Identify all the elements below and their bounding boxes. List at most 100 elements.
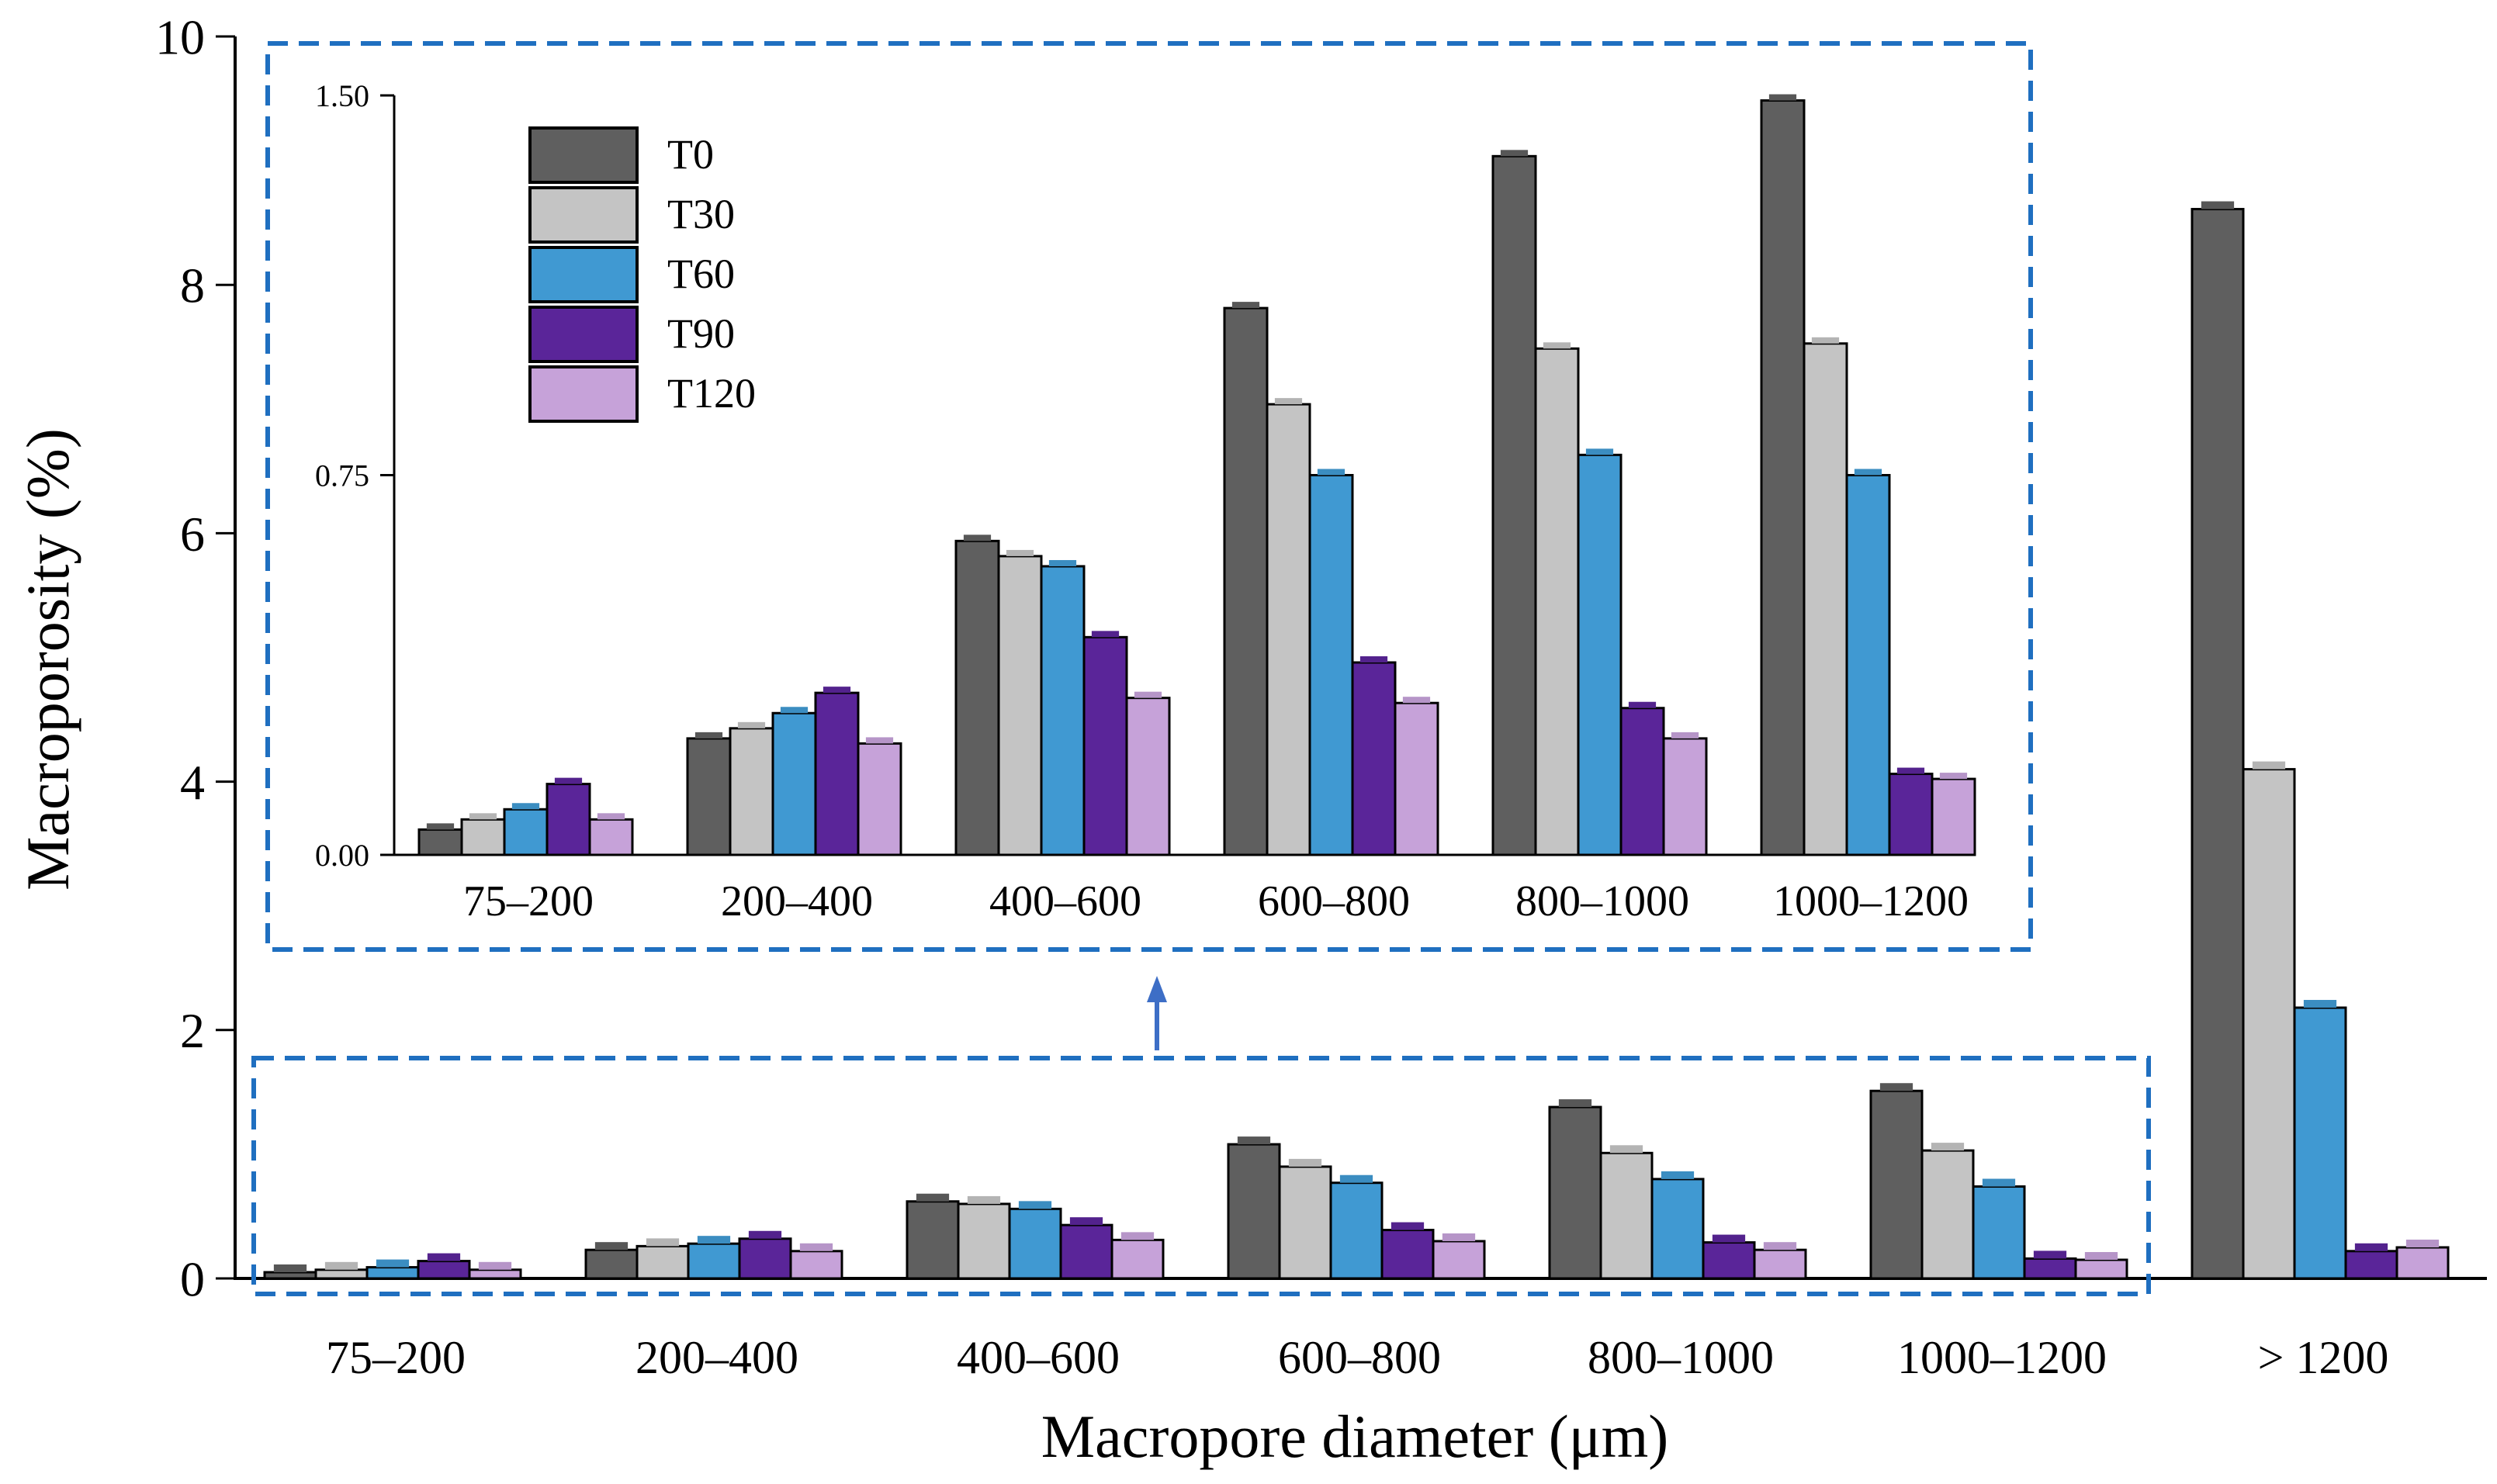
main-y-ticks: 0 2 4 6 8 10 bbox=[155, 9, 235, 1306]
main-bar-T30-5 bbox=[1920, 1149, 1975, 1280]
main-bar-T90-2 bbox=[1059, 1223, 1113, 1280]
inset-bars bbox=[417, 94, 1976, 856]
main-bar-T30-3 bbox=[1278, 1165, 1332, 1280]
main-error-cap-T0-0 bbox=[273, 1264, 307, 1272]
inset-error-cap-T30-4 bbox=[1543, 342, 1571, 349]
inset-x-tick-labels: 75–200 200–400 400–600 600–800 800–1000 1000–… bbox=[463, 877, 1969, 925]
main-bar-T120-5 bbox=[2074, 1258, 2128, 1280]
main-error-cap-T120-6 bbox=[2405, 1239, 2440, 1247]
y-axis-title: Macroporosity (%) bbox=[14, 428, 81, 891]
inset-bar-T90-2 bbox=[1082, 635, 1128, 856]
inset-bar-T0-5 bbox=[1760, 99, 1806, 856]
main-bar-T30-6 bbox=[2242, 768, 2296, 1280]
inset-bar-T90-0 bbox=[545, 783, 591, 856]
main-x-tick-label: 200–400 bbox=[636, 1332, 798, 1383]
main-error-cap-T60-3 bbox=[1339, 1174, 1373, 1183]
inset-panel: 0.00 0.75 1.50 75–200 200–400 400–600 600–800… bbox=[265, 41, 2033, 952]
main-bar-T90-1 bbox=[738, 1237, 792, 1280]
inset-bar-T0-1 bbox=[686, 737, 732, 856]
legend-swatch-T60 bbox=[528, 246, 639, 303]
inset-error-cap-T120-5 bbox=[1939, 773, 1968, 780]
legend-swatch-T30 bbox=[528, 186, 639, 244]
main-bar-T120-0 bbox=[468, 1268, 522, 1280]
main-error-cap-T0-2 bbox=[916, 1193, 950, 1202]
inset-bar-T90-3 bbox=[1351, 661, 1397, 856]
inset-bar-T0-2 bbox=[954, 539, 1000, 856]
inset-error-cap-T30-0 bbox=[469, 813, 497, 820]
main-x-tick-label: 600–800 bbox=[1278, 1332, 1441, 1383]
main-bar-T0-1 bbox=[584, 1248, 639, 1280]
inset-bar-T120-4 bbox=[1662, 737, 1708, 856]
inset-bar-T0-4 bbox=[1491, 154, 1537, 856]
inset-error-cap-T30-2 bbox=[1006, 549, 1034, 556]
inset-x-tick-label: 400–600 bbox=[989, 877, 1141, 925]
main-error-cap-T60-2 bbox=[1018, 1201, 1052, 1209]
main-y-tick-label: 10 bbox=[155, 9, 205, 64]
legend-swatch-T120 bbox=[528, 365, 639, 423]
main-error-cap-T30-4 bbox=[1609, 1145, 1643, 1154]
main-x-tick-labels: 75–200 200–400 400–600 600–800 800–1000 1000–… bbox=[326, 1332, 2388, 1383]
inset-error-cap-T0-0 bbox=[426, 823, 455, 830]
inset-error-cap-T120-0 bbox=[597, 813, 625, 820]
main-bar-T0-3 bbox=[1227, 1143, 1281, 1280]
main-bar-T60-1 bbox=[687, 1242, 741, 1280]
main-error-cap-T30-2 bbox=[967, 1195, 1001, 1204]
main-bar-T120-2 bbox=[1110, 1238, 1165, 1280]
main-bar-T30-0 bbox=[314, 1268, 369, 1280]
inset-error-cap-T30-1 bbox=[737, 721, 766, 728]
main-y-tick-label: 0 bbox=[180, 1251, 205, 1306]
inset-error-cap-T120-2 bbox=[1134, 691, 1162, 698]
inset-bar-T60-4 bbox=[1577, 453, 1623, 856]
main-x-tick-label: 400–600 bbox=[957, 1332, 1120, 1383]
main-error-cap-T120-4 bbox=[1763, 1242, 1797, 1251]
inset-bar-T30-0 bbox=[460, 818, 506, 856]
inset-error-cap-T60-1 bbox=[780, 707, 809, 714]
inset-error-cap-T90-2 bbox=[1091, 631, 1120, 638]
inset-error-cap-T60-5 bbox=[1854, 469, 1882, 476]
inset-bar-T60-0 bbox=[503, 808, 549, 856]
inset-x-tick-label: 1000–1200 bbox=[1773, 877, 1969, 925]
inset-bar-T120-3 bbox=[1394, 701, 1439, 856]
inset-error-cap-T60-4 bbox=[1585, 448, 1614, 455]
inset-bar-T120-1 bbox=[857, 742, 902, 856]
inset-error-cap-T120-3 bbox=[1402, 697, 1431, 704]
main-bar-T30-2 bbox=[957, 1202, 1011, 1280]
main-error-cap-T90-6 bbox=[2354, 1243, 2388, 1251]
inset-error-cap-T0-4 bbox=[1500, 150, 1529, 157]
inset-error-cap-T30-3 bbox=[1274, 398, 1303, 405]
inset-bar-T30-3 bbox=[1266, 403, 1311, 856]
main-axes: 0 2 4 6 8 10 75–200 200–400 400–600 600–800 800–1… bbox=[14, 9, 2487, 1470]
main-error-cap-T0-5 bbox=[1879, 1083, 1913, 1091]
main-error-cap-T120-0 bbox=[478, 1261, 512, 1270]
inset-x-tick-label: 75–200 bbox=[463, 877, 594, 925]
inset-bar-T30-5 bbox=[1803, 342, 1848, 856]
main-bar-T60-6 bbox=[2293, 1006, 2347, 1280]
inset-error-cap-T90-3 bbox=[1359, 656, 1388, 662]
main-bar-T120-1 bbox=[789, 1250, 843, 1280]
main-bar-T120-4 bbox=[1753, 1248, 1807, 1280]
inset-bar-T0-0 bbox=[417, 828, 463, 856]
inset-error-cap-T30-5 bbox=[1811, 337, 1840, 344]
inset-error-cap-T60-2 bbox=[1048, 559, 1077, 566]
inset-bar-T30-2 bbox=[997, 555, 1043, 856]
main-bar-T0-4 bbox=[1548, 1105, 1602, 1280]
inset-error-cap-T120-4 bbox=[1671, 732, 1699, 739]
inset-error-cap-T60-3 bbox=[1317, 469, 1345, 476]
legend: T0 T30 T60 T90 T120 bbox=[528, 126, 756, 423]
main-error-cap-T30-0 bbox=[324, 1261, 358, 1270]
main-error-cap-T0-3 bbox=[1237, 1136, 1271, 1145]
main-y-tick-label: 6 bbox=[180, 507, 205, 562]
inset-bar-T30-1 bbox=[729, 727, 774, 856]
main-error-cap-T90-4 bbox=[1712, 1234, 1746, 1243]
legend-label-T0: T0 bbox=[667, 131, 714, 178]
inset-error-cap-T90-5 bbox=[1896, 767, 1925, 774]
main-y-tick-label: 4 bbox=[180, 755, 205, 810]
main-error-cap-T60-0 bbox=[376, 1259, 410, 1268]
main-bar-T30-4 bbox=[1599, 1151, 1654, 1280]
inset-y-tick-label: 1.50 bbox=[315, 78, 369, 113]
main-bar-T60-0 bbox=[365, 1266, 420, 1280]
main-error-cap-T30-3 bbox=[1288, 1158, 1322, 1167]
zoom-arrow-icon bbox=[1147, 976, 1167, 1050]
main-error-cap-T60-5 bbox=[1982, 1178, 2016, 1187]
main-bar-T0-2 bbox=[906, 1200, 960, 1280]
